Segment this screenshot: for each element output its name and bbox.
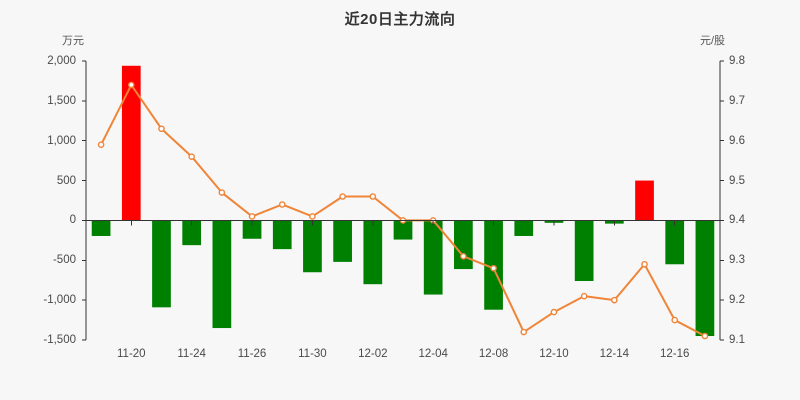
- bar-11-30: [303, 220, 322, 273]
- right-tick-label-5: 9.3: [729, 254, 745, 267]
- axis-tick-marks: [82, 60, 724, 341]
- price-point-12-11: [580, 292, 588, 300]
- line-series-stock-price: [97, 81, 709, 340]
- bar-11-27: [272, 220, 292, 250]
- bar-11-26: [242, 220, 262, 239]
- bar-12-07: [454, 220, 473, 270]
- left-tick-label-4: 0: [69, 214, 76, 227]
- right-axis-unit-label: 元/股: [700, 35, 726, 47]
- price-point-12-14: [611, 296, 618, 304]
- bar-12-15: [635, 180, 654, 221]
- bar-12-04: [423, 220, 443, 295]
- right-tick-label-0: 9.8: [729, 55, 745, 67]
- x-tick-label-12-08: 12-08: [478, 348, 509, 360]
- bar-12-09: [514, 220, 534, 236]
- bar-12-02: [363, 220, 383, 285]
- x-tick-label-11-24: 11-24: [177, 348, 206, 360]
- bar-series-main-fund-flow: [91, 65, 715, 337]
- right-tick-label-2: 9.6: [729, 134, 745, 147]
- left-tick-label-0: 2,000: [47, 55, 76, 67]
- bar-12-11: [574, 220, 594, 282]
- x-tick-label-12-14: 12-14: [599, 348, 630, 360]
- price-point-11-20: [127, 81, 135, 89]
- price-point-11-24: [188, 153, 195, 160]
- price-point-12-16: [671, 316, 679, 324]
- bar-11-20: [121, 65, 141, 221]
- x-tick-label-11-30: 11-30: [298, 348, 327, 360]
- x-tick-label-12-16: 12-16: [659, 348, 690, 360]
- price-point-11-26: [248, 213, 256, 220]
- left-tick-label-5: -500: [52, 254, 76, 267]
- x-tick-label-12-02: 12-02: [358, 348, 388, 360]
- bar-12-01: [333, 220, 352, 262]
- price-point-12-10: [550, 308, 558, 316]
- price-point-12-08: [490, 264, 497, 272]
- price-point-12-15: [641, 260, 648, 268]
- price-point-11-19: [97, 141, 105, 148]
- price-point-11-27: [278, 201, 286, 208]
- price-point-12-17: [701, 332, 709, 340]
- bar-11-23: [152, 220, 171, 308]
- left-tick-label-7: -1,500: [43, 334, 76, 346]
- left-axis-unit-label: 万元: [62, 35, 84, 47]
- price-point-11-23: [158, 125, 165, 133]
- left-tick-label-2: 1,000: [47, 134, 76, 147]
- bar-11-24: [182, 220, 202, 246]
- bar-11-19: [91, 220, 111, 236]
- x-tick-label-12-04: 12-04: [418, 348, 448, 360]
- x-tick-label-11-26: 11-26: [237, 348, 267, 360]
- right-tick-label-4: 9.4: [729, 214, 745, 227]
- bar-12-17: [695, 220, 715, 337]
- price-point-12-02: [369, 193, 377, 200]
- bar-12-16: [665, 220, 685, 265]
- left-tick-label-1: 1,500: [47, 94, 76, 107]
- right-tick-label-3: 9.5: [729, 174, 745, 187]
- chart-canvas: [82, 60, 724, 341]
- price-point-12-01: [339, 193, 346, 200]
- chart-title: 近20日主力流向: [344, 11, 456, 28]
- price-point-12-07: [460, 252, 467, 260]
- price-point-11-30: [309, 213, 316, 220]
- bar-12-03: [393, 220, 413, 240]
- x-tick-label-12-10: 12-10: [539, 348, 569, 360]
- price-point-11-25: [218, 189, 226, 196]
- bar-11-25: [212, 220, 232, 329]
- right-tick-label-6: 9.2: [729, 294, 745, 307]
- left-tick-label-3: 500: [56, 174, 76, 187]
- right-tick-label-1: 9.7: [729, 94, 745, 107]
- left-tick-label-6: -1,000: [43, 294, 76, 307]
- price-point-12-09: [520, 328, 528, 336]
- right-tick-label-7: 9.1: [729, 334, 745, 346]
- plot-area: [82, 60, 724, 341]
- x-tick-label-11-20: 11-20: [117, 348, 146, 360]
